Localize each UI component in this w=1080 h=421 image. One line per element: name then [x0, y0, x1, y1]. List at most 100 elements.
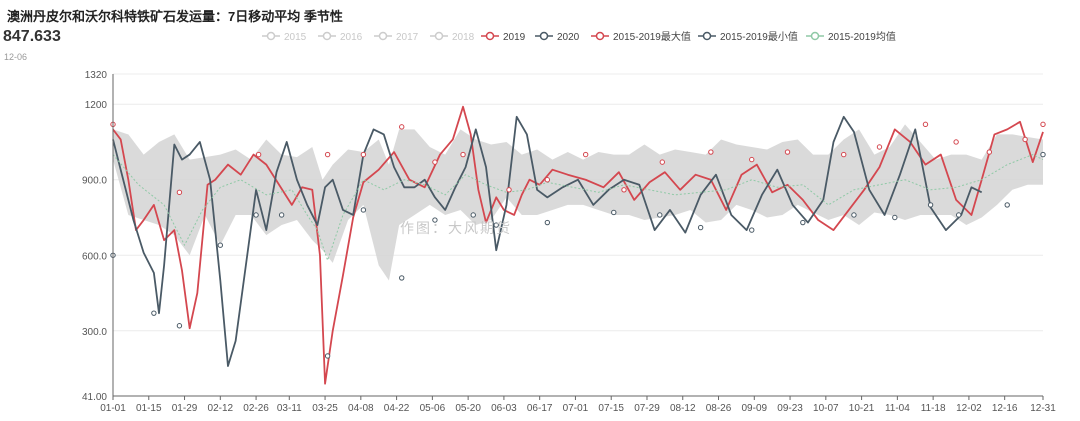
legend-label: 2020 — [557, 32, 580, 43]
min-marker — [253, 212, 259, 218]
x-tick-label: 07-15 — [598, 403, 624, 414]
x-tick-label: 04-08 — [348, 403, 374, 414]
legend-item-2019[interactable]: 2019 — [481, 31, 526, 43]
x-tick-label: 02-26 — [243, 403, 269, 414]
min-marker — [493, 222, 499, 228]
max-marker — [399, 124, 405, 130]
y-tick-label: 300.0 — [82, 327, 107, 338]
x-tick-label: 10-07 — [813, 403, 839, 414]
x-tick-label: 08-12 — [670, 403, 696, 414]
max-marker — [255, 151, 262, 158]
min-marker — [217, 242, 224, 248]
x-tick-label: 11-18 — [921, 403, 946, 414]
min-marker — [432, 217, 438, 223]
chart-title: 澳洲丹皮尔和沃尔科特铁矿石发运量：7日移动平均 季节性 — [7, 9, 343, 24]
legend-label: 2015-2019最大值 — [613, 30, 691, 43]
legend-circle-symbol — [595, 31, 605, 41]
min-marker — [399, 275, 405, 281]
x-tick-label: 03-11 — [277, 403, 302, 414]
legend-circle-symbol — [322, 31, 332, 41]
min-marker — [470, 212, 476, 218]
min-marker — [611, 209, 617, 216]
max-marker — [784, 149, 791, 155]
max-marker — [953, 139, 959, 145]
max-marker — [176, 189, 183, 196]
max-marker — [582, 151, 589, 158]
min-marker — [657, 212, 663, 218]
min-marker — [176, 323, 183, 329]
x-tick-label: 09-23 — [777, 403, 803, 414]
series-line-y2020 — [112, 115, 983, 367]
legend-circle-symbol — [810, 31, 820, 41]
y-tick-label: 900.0 — [82, 176, 107, 187]
max-marker — [749, 156, 755, 163]
min-marker — [851, 212, 857, 218]
min-marker — [749, 227, 755, 233]
min-marker — [324, 353, 331, 359]
x-tick-label: 06-17 — [527, 403, 553, 414]
max-marker — [360, 151, 367, 158]
min-marker — [1040, 151, 1046, 158]
series-line-y2019 — [112, 105, 1044, 385]
legend-label: 2015 — [284, 32, 307, 43]
legend-circle-symbol — [702, 31, 712, 41]
x-tick-label: 12-31 — [1030, 403, 1056, 414]
min-marker — [800, 219, 806, 226]
y-tick-label: 1320 — [85, 70, 108, 81]
x-tick-label: 01-01 — [100, 403, 126, 414]
legend-item-2015-2019最大值[interactable]: 2015-2019最大值 — [591, 30, 691, 43]
min-marker — [151, 310, 157, 316]
x-tick-label: 04-22 — [384, 403, 410, 414]
x-tick-label: 10-21 — [849, 403, 875, 414]
x-tick-label: 12-16 — [992, 403, 1018, 414]
max-marker — [922, 121, 929, 128]
legend-label: 2015-2019最小值 — [720, 30, 798, 43]
x-tick-label: 06-03 — [491, 403, 517, 414]
max-marker — [986, 149, 993, 155]
latest-date: 12-06 — [4, 52, 28, 62]
legend-label: 2015-2019均值 — [828, 30, 896, 43]
legend-label: 2016 — [340, 32, 363, 43]
legend-item-2020[interactable]: 2020 — [535, 31, 580, 43]
min-marker — [927, 202, 934, 208]
y-tick-label: 41.00 — [82, 392, 107, 403]
max-marker — [1040, 121, 1046, 128]
legend-item-2017[interactable]: 2017 — [374, 31, 419, 43]
max-marker — [544, 177, 551, 183]
y-tick-label: 1200 — [85, 100, 108, 111]
y-tick-label: 600.0 — [82, 251, 107, 262]
max-marker — [708, 149, 714, 155]
legend-item-2015[interactable]: 2015 — [262, 31, 307, 43]
x-tick-label: 02-12 — [208, 403, 234, 414]
legend-circle-symbol — [266, 31, 276, 41]
legend-circle-symbol — [434, 31, 444, 41]
x-tick-label: 05-20 — [455, 403, 481, 414]
watermark-text: 作图：大风期货 — [400, 220, 512, 236]
series-line-avg — [112, 154, 1044, 261]
max-min-band-area — [113, 124, 1043, 281]
x-tick-label: 09-09 — [742, 403, 768, 414]
x-tick-label: 05-06 — [420, 403, 446, 414]
min-marker — [544, 219, 551, 226]
latest-value: 847.633 — [3, 28, 61, 45]
x-tick-label: 12-02 — [956, 403, 982, 414]
min-marker — [892, 214, 898, 221]
max-marker — [324, 151, 331, 158]
max-marker — [659, 159, 666, 165]
legend-label: 2018 — [452, 32, 475, 43]
max-marker — [1022, 136, 1028, 143]
x-tick-label: 11-04 — [885, 403, 910, 414]
legend-label: 2017 — [396, 32, 419, 43]
min-marker — [1004, 202, 1010, 208]
legend-item-2016[interactable]: 2016 — [318, 31, 363, 43]
legend-label: 2019 — [503, 32, 526, 43]
legend-item-2015-2019最小值[interactable]: 2015-2019最小值 — [698, 30, 798, 43]
max-marker — [621, 187, 627, 193]
min-marker — [955, 212, 962, 218]
x-tick-label: 01-15 — [136, 403, 162, 414]
legend-item-2018[interactable]: 2018 — [430, 31, 475, 43]
legend-circle-symbol — [485, 31, 495, 41]
legend-item-2015-2019均值[interactable]: 2015-2019均值 — [806, 30, 896, 43]
max-marker — [432, 159, 438, 165]
